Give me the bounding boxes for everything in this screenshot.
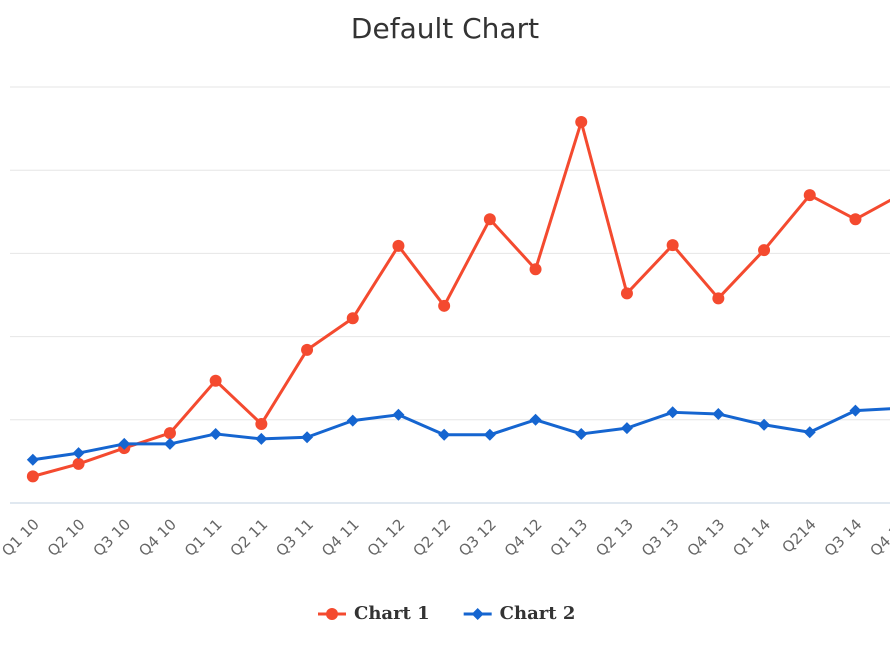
point bbox=[255, 417, 268, 430]
point bbox=[392, 408, 405, 421]
legend-item[interactable]: Chart 1 bbox=[318, 603, 430, 624]
chart-title: Default Chart bbox=[351, 12, 539, 45]
legend-item[interactable]: Chart 2 bbox=[463, 603, 576, 624]
x-tick-label: Q3 10 bbox=[90, 515, 135, 560]
legend-marker bbox=[326, 608, 338, 620]
point bbox=[575, 115, 588, 128]
legend-label: Chart 1 bbox=[354, 603, 430, 624]
x-tick-label: Q214 bbox=[778, 515, 819, 556]
x-tick-label: Q2 10 bbox=[44, 515, 89, 560]
point bbox=[529, 263, 542, 276]
point bbox=[575, 427, 588, 440]
point bbox=[72, 447, 85, 460]
point bbox=[209, 427, 222, 440]
x-tick-label: Q1 12 bbox=[364, 515, 409, 560]
x-tick-label: Q3 14 bbox=[821, 515, 866, 560]
point bbox=[438, 299, 451, 312]
series bbox=[26, 404, 890, 466]
x-tick-label: Q4 10 bbox=[135, 515, 180, 560]
point bbox=[483, 428, 496, 441]
point bbox=[803, 189, 816, 202]
x-tick-label: Q3 11 bbox=[272, 515, 317, 560]
x-tick-label: Q1 10 bbox=[0, 515, 43, 560]
x-tick-label: Q4 11 bbox=[318, 515, 363, 560]
point bbox=[255, 432, 268, 445]
point bbox=[758, 244, 771, 257]
x-tick-label: Q4 14 bbox=[866, 515, 890, 560]
x-tick-label: Q4 13 bbox=[684, 515, 729, 560]
point bbox=[666, 406, 679, 419]
point bbox=[346, 312, 359, 325]
point bbox=[72, 457, 85, 470]
point bbox=[118, 437, 131, 450]
point bbox=[301, 343, 314, 356]
point bbox=[483, 213, 496, 226]
x-tick-label: Q1 14 bbox=[729, 515, 774, 560]
legend-marker bbox=[471, 608, 484, 620]
x-tick-label: Q2 11 bbox=[227, 515, 272, 560]
point bbox=[346, 414, 359, 427]
x-tick-label: Q3 12 bbox=[455, 515, 500, 560]
point bbox=[209, 374, 222, 387]
legend: Chart 1 Chart 2 bbox=[318, 603, 575, 624]
legend-label: Chart 2 bbox=[500, 603, 576, 624]
x-tick-label: Q3 13 bbox=[638, 515, 683, 560]
series-line bbox=[32, 120, 890, 478]
point bbox=[712, 292, 725, 305]
series-line bbox=[32, 407, 890, 462]
point bbox=[758, 418, 771, 431]
x-tick-label: Q2 13 bbox=[592, 515, 637, 560]
x-tick-label: Q4 12 bbox=[501, 515, 546, 560]
point bbox=[163, 437, 176, 450]
x-tick-label: Q1 13 bbox=[547, 515, 592, 560]
series bbox=[26, 115, 890, 483]
point bbox=[392, 239, 405, 252]
point bbox=[620, 422, 633, 435]
x-tick-label: Q1 11 bbox=[181, 515, 226, 560]
point bbox=[620, 287, 633, 300]
point bbox=[163, 427, 176, 440]
x-tick-label: Q2 12 bbox=[409, 515, 454, 560]
point bbox=[849, 213, 862, 226]
point bbox=[666, 239, 679, 252]
point bbox=[438, 428, 451, 441]
point bbox=[26, 453, 39, 466]
point bbox=[712, 407, 725, 420]
point bbox=[849, 404, 862, 417]
point bbox=[803, 426, 816, 439]
point bbox=[26, 470, 39, 483]
point bbox=[301, 431, 314, 444]
point bbox=[529, 413, 542, 426]
